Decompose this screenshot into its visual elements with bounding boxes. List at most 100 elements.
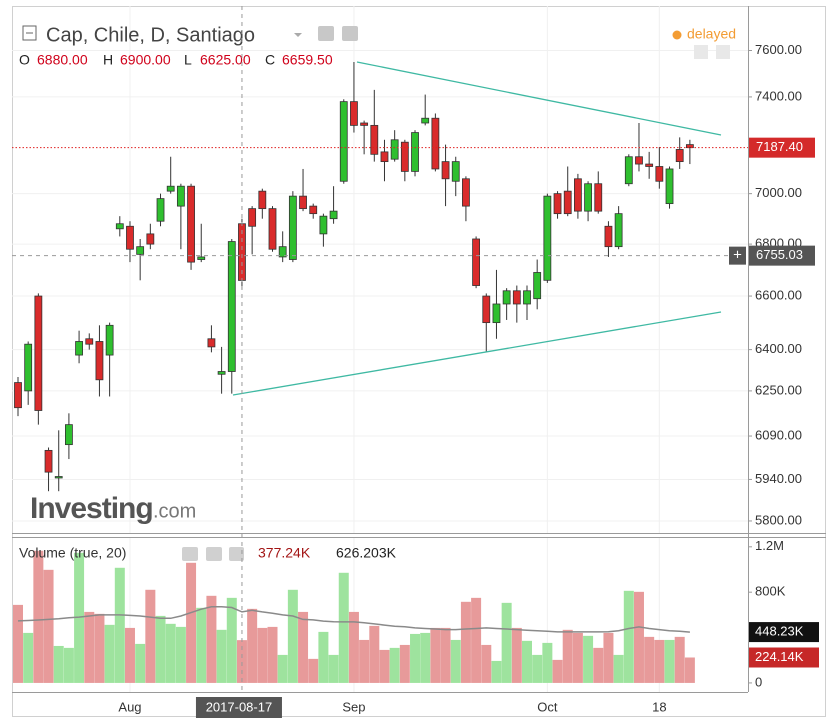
volume-bar	[247, 608, 258, 683]
overlay: 7600.007400.007000.006800.006600.006400.…	[12, 6, 819, 718]
candle-body	[645, 163, 654, 167]
candle-body	[563, 190, 572, 215]
candle-body	[360, 122, 369, 126]
volume-bar	[236, 640, 247, 683]
frame	[12, 6, 826, 717]
eye-icon[interactable]	[318, 26, 334, 41]
candle-body	[350, 101, 358, 126]
volume-ma-tag	[749, 622, 819, 643]
candle-body	[34, 295, 43, 411]
volume-bar	[186, 562, 197, 683]
settings-icon[interactable]	[342, 26, 358, 41]
volume-bar	[430, 627, 441, 683]
volume-bar	[216, 629, 227, 683]
volume-bar	[257, 627, 268, 683]
candle-body	[319, 215, 328, 235]
volume-bar	[328, 654, 339, 683]
candle-body	[14, 382, 22, 409]
candle-body	[370, 124, 379, 155]
candle-body	[207, 338, 216, 348]
crosshair-plus: +	[733, 247, 742, 264]
logo-suffix: .com	[153, 500, 196, 522]
volume-last-tag	[749, 647, 819, 668]
volume-bar	[206, 595, 217, 683]
candle-body	[411, 132, 419, 172]
volume-bar	[603, 632, 614, 683]
y-tick-label: 6250.00	[755, 382, 802, 397]
crosshair-plus-box	[729, 246, 746, 265]
volume-bar	[471, 597, 482, 683]
volume-title: Volume (true, 20)	[19, 545, 126, 561]
chart-title: Cap, Chile, D, Santiago	[46, 24, 255, 46]
dropdown-arrow[interactable]	[294, 33, 302, 37]
candle-body	[136, 246, 145, 255]
collapse-icon[interactable]	[22, 25, 37, 41]
volume-tick-label: 1.2M	[755, 538, 784, 553]
candle-body	[614, 213, 623, 248]
candle-body	[502, 290, 511, 305]
y-tick-label: 7600.00	[755, 42, 802, 57]
x-tick-label: 18	[652, 699, 666, 714]
last-price-tag	[749, 137, 815, 158]
status-dot	[672, 30, 682, 40]
volume-bar	[399, 644, 410, 683]
candle-body	[227, 241, 236, 372]
legend-key: O	[19, 52, 30, 68]
x-tick-label: Aug	[118, 699, 141, 714]
volume-bar	[226, 597, 237, 683]
legend-value: 6900.00	[120, 52, 171, 68]
close-icon[interactable]	[229, 547, 244, 561]
candle-body	[339, 101, 348, 182]
candle-body	[462, 178, 470, 207]
candle-body	[126, 225, 134, 250]
candle-body	[24, 343, 33, 392]
volume-bar	[481, 644, 492, 683]
candle-body	[635, 156, 643, 165]
volume-bar	[389, 647, 400, 683]
volume-bar	[196, 607, 207, 683]
volume-bar	[94, 613, 105, 683]
candle-body	[584, 183, 592, 212]
volume-bar	[348, 611, 359, 683]
volume-bar	[145, 589, 156, 683]
candle-body	[187, 185, 195, 263]
window-icon[interactable]	[716, 45, 730, 59]
volume-bar	[491, 660, 502, 683]
candle-body	[258, 190, 267, 210]
crosshair-price-tag	[749, 245, 815, 266]
volume-bar	[501, 602, 512, 683]
candle-body	[431, 117, 440, 170]
y-tick-label: 7400.00	[755, 88, 802, 103]
legend-value: 6659.50	[282, 52, 333, 68]
volume-bar	[165, 623, 176, 683]
volume-bar	[410, 633, 421, 683]
volume-bar	[623, 590, 634, 683]
candle-body	[329, 210, 338, 220]
volume-tick-label: 800K	[755, 584, 786, 599]
candle-body	[166, 185, 175, 192]
candle-body	[156, 198, 165, 222]
volume-bar	[155, 615, 166, 683]
marks	[13, 61, 695, 683]
candle-body	[665, 168, 674, 205]
volume-ma-line	[17, 606, 690, 633]
window-icon[interactable]	[694, 45, 708, 59]
volume-bar	[298, 611, 309, 683]
trend-line	[356, 61, 722, 136]
candle-body	[54, 476, 63, 479]
volume-bar	[13, 604, 23, 683]
eye-icon[interactable]	[182, 547, 198, 561]
legend-value: 6880.00	[37, 52, 88, 68]
volume-bar	[124, 627, 135, 683]
volume-bar	[267, 626, 278, 683]
status: delayed	[687, 26, 736, 42]
candle-body	[85, 338, 94, 345]
volume-bar	[674, 636, 685, 683]
candle-body	[65, 424, 73, 446]
candle-body	[594, 183, 603, 212]
candle-body	[533, 272, 542, 300]
settings-icon[interactable]	[206, 547, 222, 561]
volume-bar	[135, 643, 146, 683]
volume-bar	[338, 572, 349, 683]
candle-body	[441, 161, 450, 180]
